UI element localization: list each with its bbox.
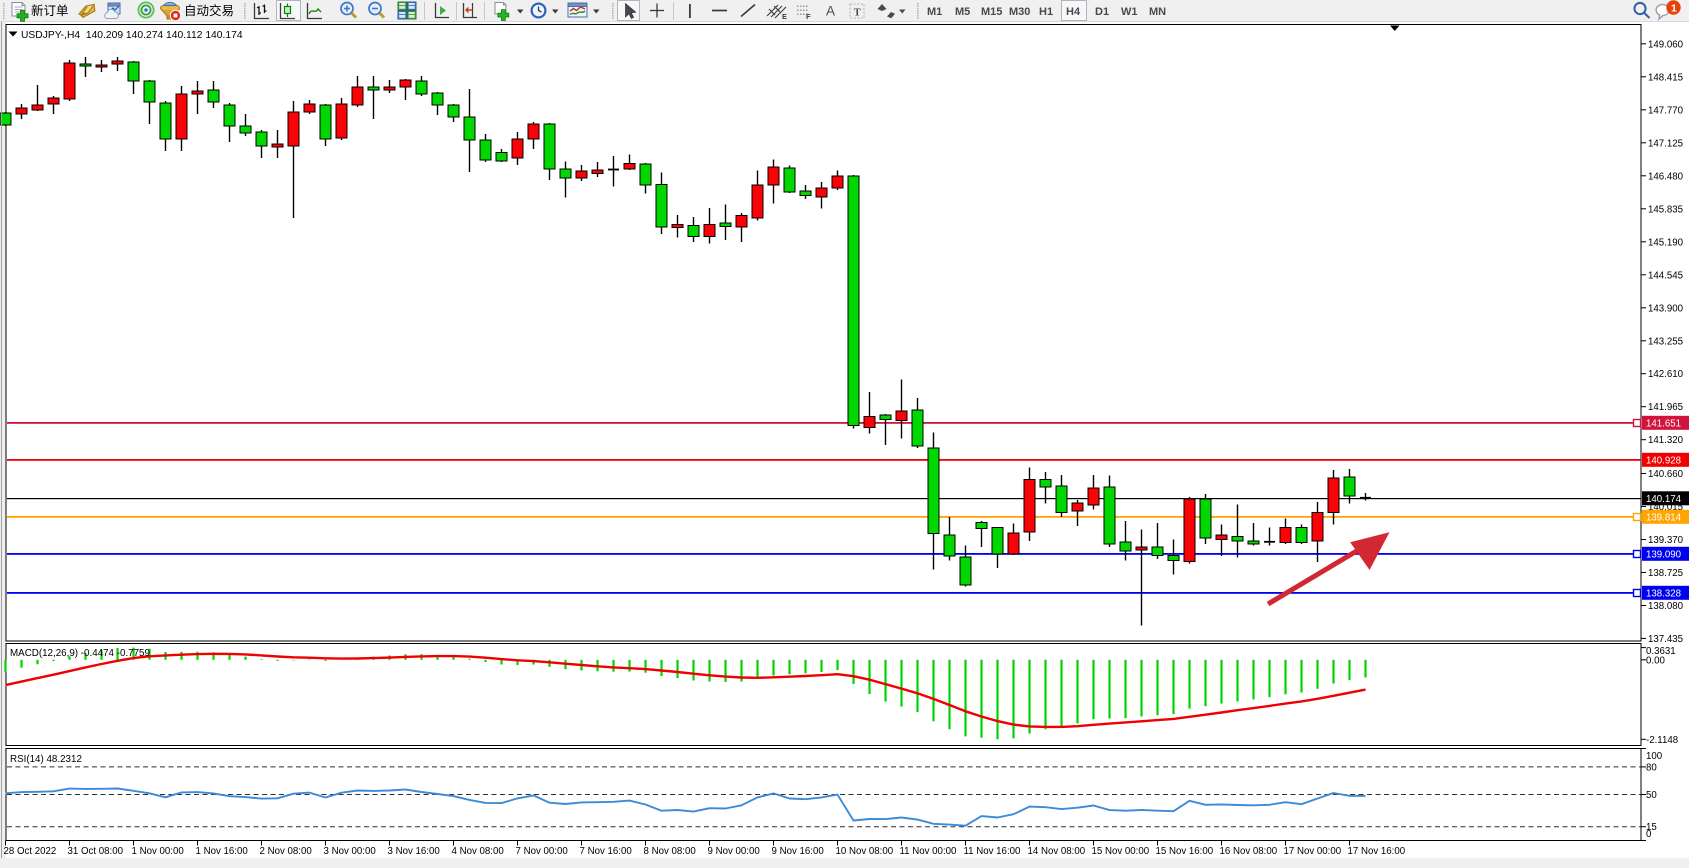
svg-text:11 Nov 00:00: 11 Nov 00:00 [900,846,958,857]
svg-text:138.328: 138.328 [1646,589,1681,600]
svg-text:50: 50 [1646,790,1657,801]
svg-text:USDJPY-,H4 140.209 140.274 14: USDJPY-,H4 140.209 140.274 140.112 140.1… [21,30,243,41]
svg-text:16 Nov 08:00: 16 Nov 08:00 [1220,846,1278,857]
svg-text:139.090: 139.090 [1646,550,1682,561]
svg-text:100: 100 [1646,751,1663,762]
svg-text:146.480: 146.480 [1648,171,1684,182]
svg-text:142.610: 142.610 [1648,369,1684,380]
svg-text:138.725: 138.725 [1648,568,1683,579]
svg-text:RSI(14) 48.2312: RSI(14) 48.2312 [10,754,82,765]
svg-text:17 Nov 00:00: 17 Nov 00:00 [1284,846,1342,857]
svg-text:4 Nov 08:00: 4 Nov 08:00 [452,846,505,857]
svg-text:A: A [826,4,835,19]
svg-text:7 Nov 00:00: 7 Nov 00:00 [516,846,569,857]
svg-text:3 Nov 00:00: 3 Nov 00:00 [324,846,377,857]
svg-text:1 Nov 00:00: 1 Nov 00:00 [132,846,185,857]
svg-text:-2.1148: -2.1148 [1646,735,1678,746]
svg-text:W1: W1 [1121,6,1138,18]
svg-text:9 Nov 16:00: 9 Nov 16:00 [772,846,825,857]
svg-text:8 Nov 08:00: 8 Nov 08:00 [644,846,697,857]
svg-text:28 Oct 2022: 28 Oct 2022 [4,846,57,857]
svg-text:145.835: 145.835 [1648,204,1683,215]
svg-text:7 Nov 16:00: 7 Nov 16:00 [580,846,633,857]
svg-text:15 Nov 00:00: 15 Nov 00:00 [1092,846,1150,857]
svg-text:1: 1 [1671,3,1677,15]
svg-text:1 Nov 16:00: 1 Nov 16:00 [196,846,249,857]
svg-text:0.3631: 0.3631 [1646,646,1676,657]
svg-text:17 Nov 16:00: 17 Nov 16:00 [1348,846,1406,857]
svg-text:H1: H1 [1039,6,1053,18]
svg-text:139.814: 139.814 [1646,513,1682,524]
svg-text:147.125: 147.125 [1648,138,1683,149]
svg-text:140.174: 140.174 [1646,494,1682,505]
svg-text:M30: M30 [1009,6,1030,18]
svg-text:10 Nov 08:00: 10 Nov 08:00 [836,846,894,857]
svg-text:139.370: 139.370 [1648,535,1684,546]
svg-text:D1: D1 [1095,6,1109,18]
svg-text:141.651: 141.651 [1646,419,1681,430]
svg-text:148.415: 148.415 [1648,72,1683,83]
svg-text:MN: MN [1149,6,1166,18]
svg-text:3 Nov 16:00: 3 Nov 16:00 [388,846,441,857]
svg-text:0.00: 0.00 [1646,655,1665,666]
svg-text:2 Nov 08:00: 2 Nov 08:00 [260,846,313,857]
svg-text:137.435: 137.435 [1648,634,1683,645]
svg-text:144.545: 144.545 [1648,270,1683,281]
svg-text:T: T [854,7,861,18]
svg-text:149.060: 149.060 [1648,39,1684,50]
svg-text:15: 15 [1646,822,1657,833]
svg-text:H4: H4 [1066,6,1081,18]
svg-text:新订单: 新订单 [31,3,69,18]
svg-text:140.928: 140.928 [1646,456,1681,467]
svg-text:MACD(12,26,9) -0.4474 -0.7759: MACD(12,26,9) -0.4474 -0.7759 [10,648,150,659]
svg-text:143.900: 143.900 [1648,303,1684,314]
svg-text:140.015: 140.015 [1648,502,1683,513]
svg-text:141.965: 141.965 [1648,402,1683,413]
svg-text:11 Nov 16:00: 11 Nov 16:00 [964,846,1022,857]
svg-text:M5: M5 [955,6,970,18]
svg-text:145.190: 145.190 [1648,237,1684,248]
svg-text:143.255: 143.255 [1648,336,1683,347]
svg-text:0: 0 [1646,829,1652,840]
svg-text:F: F [806,12,811,21]
svg-text:138.080: 138.080 [1648,601,1684,612]
svg-text:M1: M1 [927,6,942,18]
svg-text:80: 80 [1646,762,1657,773]
svg-text:140.660: 140.660 [1648,469,1684,480]
svg-text:31 Oct 08:00: 31 Oct 08:00 [68,846,124,857]
svg-text:14 Nov 08:00: 14 Nov 08:00 [1028,846,1086,857]
svg-text:147.770: 147.770 [1648,105,1684,116]
svg-text:141.320: 141.320 [1648,435,1684,446]
svg-text:9 Nov 00:00: 9 Nov 00:00 [708,846,761,857]
svg-text:15 Nov 16:00: 15 Nov 16:00 [1156,846,1214,857]
svg-text:自动交易: 自动交易 [184,3,234,18]
svg-text:E: E [782,12,787,21]
svg-text:M15: M15 [981,6,1002,18]
